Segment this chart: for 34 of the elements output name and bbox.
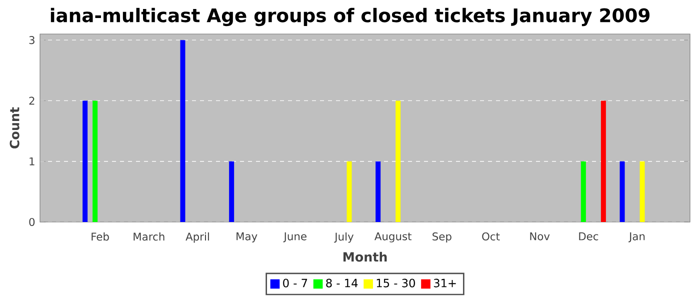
legend-label: 31+ — [434, 278, 456, 288]
x-tick-label: March — [134, 232, 164, 241]
bar — [600, 100, 606, 222]
legend-label: 0 - 7 — [283, 278, 308, 288]
bar — [346, 161, 352, 222]
legend-label: 8 - 14 — [326, 278, 358, 288]
x-tick-label: August — [374, 232, 412, 242]
bar — [229, 161, 234, 222]
bar — [92, 100, 98, 222]
x-tick-label: Sep — [432, 232, 452, 243]
chart-title: iana-multicast Age groups of closed tickets January 2009 — [50, 8, 650, 26]
y-axis-title: Count — [10, 107, 20, 148]
bar — [396, 100, 401, 222]
bar — [620, 161, 625, 222]
x-tick-label: April — [186, 232, 209, 243]
legend-label: 15 - 30 — [376, 278, 416, 288]
x-tick-label: Feb — [92, 232, 109, 241]
bar — [180, 40, 186, 222]
x-axis-title: Month — [343, 252, 387, 262]
x-tick-label: June — [283, 232, 306, 242]
x-tick-label: Oct — [482, 232, 500, 240]
y-tick-label: 0 — [29, 218, 35, 226]
y-tick-label: 3 — [29, 36, 34, 44]
x-tick-label: May — [236, 232, 258, 242]
x-tick-label: July — [334, 232, 354, 243]
y-tick-label: 2 — [29, 96, 34, 105]
bar — [640, 161, 645, 222]
x-tick-label: Dec — [579, 232, 598, 240]
bar — [580, 161, 586, 222]
x-tick-label: Nov — [530, 232, 550, 240]
y-tick-label: 1 — [30, 157, 34, 166]
x-tick-label: Jan — [628, 232, 645, 242]
bar — [82, 100, 88, 222]
bar — [376, 161, 381, 222]
